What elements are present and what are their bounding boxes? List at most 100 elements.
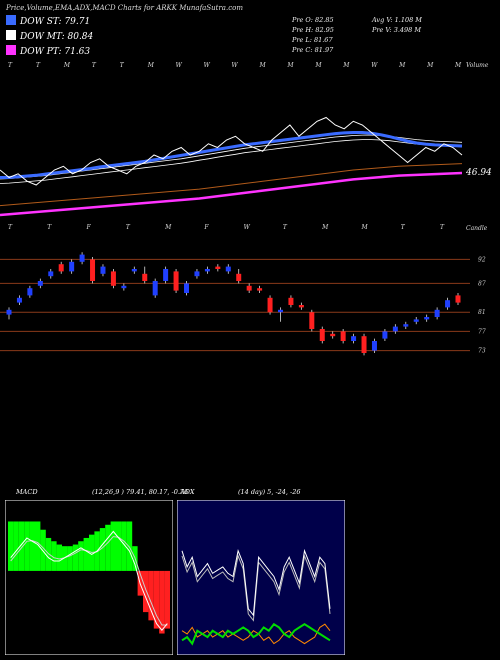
macd-histogram-bar <box>116 521 122 571</box>
candle-body <box>403 324 409 327</box>
candle-body <box>100 266 106 274</box>
price-level-label: 92 <box>478 256 486 263</box>
macd-histogram-bar <box>110 521 116 571</box>
macd-histogram-bar <box>62 546 68 571</box>
candle-body <box>184 283 190 293</box>
candle-body <box>79 254 85 262</box>
adx-frame <box>177 500 345 655</box>
candle-body <box>110 271 116 286</box>
adx-params: (14 day) 5, -24, -26 <box>238 488 301 496</box>
legend-dow-mt-label: DOW MT: 80.84 <box>20 32 94 42</box>
candle-body <box>27 288 33 296</box>
candle-body <box>298 305 304 308</box>
date-label: F <box>86 224 91 231</box>
macd-histogram-bar <box>148 570 154 621</box>
candle-body <box>267 297 273 313</box>
macd-histogram-bar <box>153 570 160 629</box>
macd-histogram-bar <box>8 521 14 571</box>
date-label: W <box>371 62 378 69</box>
macd-histogram-bar <box>99 528 106 571</box>
legend-swatch-icon <box>6 45 16 55</box>
macd-histogram-bar <box>45 537 52 571</box>
price-level-label: 87 <box>478 280 486 287</box>
date-label: W <box>203 62 210 69</box>
candle-body <box>319 329 325 341</box>
candle-body <box>340 331 346 341</box>
candle-label: Candle <box>466 225 488 232</box>
date-label: M <box>455 62 462 69</box>
ema-fast-line <box>0 131 463 179</box>
candle-body <box>288 297 294 305</box>
ema-value-label: 46.94 <box>466 168 492 178</box>
candle-body <box>257 288 263 291</box>
candle-body <box>152 281 158 296</box>
candle-body <box>434 309 440 317</box>
date-label: M <box>259 62 266 69</box>
macd-histogram-bar <box>159 570 165 634</box>
candle-body <box>445 300 451 308</box>
macd-signal-line <box>10 536 168 626</box>
candle-body <box>246 285 252 291</box>
stat-pre-high: Pre H: 82.95 <box>292 26 334 34</box>
legend-swatch-icon <box>6 30 16 40</box>
candle-body <box>330 333 336 337</box>
candle-body <box>309 312 315 329</box>
legend-dow-st-label: DOW ST: 79.71 <box>20 17 91 27</box>
candle-body <box>131 269 137 272</box>
candle-body <box>204 269 210 272</box>
stat-pre-open: Pre O: 82.85 <box>292 16 334 24</box>
close-price-line <box>0 116 463 186</box>
ema-mid-line-outer <box>0 139 463 184</box>
candle-body <box>173 271 179 291</box>
date-label: M <box>315 62 322 69</box>
plus-di-line <box>181 622 331 646</box>
macd-histogram-bar <box>105 524 111 571</box>
macd-histogram-bar <box>35 521 41 571</box>
candle-body <box>392 326 398 332</box>
date-label: M <box>287 62 294 69</box>
date-label: M <box>343 62 350 69</box>
macd-histogram-bar <box>56 544 62 571</box>
macd-histogram-bar <box>164 570 170 629</box>
ema-slow-line <box>0 171 463 217</box>
date-label: T <box>400 224 405 231</box>
macd-histogram-bar <box>78 541 84 571</box>
legend-dow-pt: DOW PT: 71.63 <box>6 45 90 57</box>
candle-body <box>194 271 200 277</box>
macd-histogram-bar <box>29 521 35 571</box>
candle-body <box>121 285 127 289</box>
stat-pre-close: Pre C: 81.97 <box>292 46 334 54</box>
candle-body <box>215 266 221 269</box>
macd-histogram-bar <box>121 521 127 571</box>
ema-long-line <box>0 163 463 207</box>
stat-avg-volume: Avg V: 1.108 M <box>372 16 422 24</box>
date-label: M <box>63 62 71 69</box>
date-label: M <box>427 62 434 69</box>
macd-histogram-bar <box>24 521 30 571</box>
macd-histogram-bar <box>13 521 19 571</box>
adx-label: ADX <box>180 488 195 496</box>
date-label: W <box>231 62 238 69</box>
candle-body <box>382 331 388 339</box>
macd-histogram-bar <box>51 541 57 571</box>
date-label: T <box>440 224 445 231</box>
candle-body <box>351 336 357 341</box>
stat-pre-low: Pre L: 81.67 <box>292 36 333 44</box>
legend-dow-mt: DOW MT: 80.84 <box>6 30 93 42</box>
candle-body <box>48 271 54 277</box>
macd-line <box>10 530 168 631</box>
candle-body <box>69 261 75 272</box>
chart-title: Price,Volume,EMA,ADX,MACD Charts for ARK… <box>6 4 243 12</box>
date-label: T <box>8 62 13 69</box>
macd-params: (12,26,9 ) 79.41, 80.17, -0.76 <box>92 488 189 496</box>
candle-body <box>455 295 461 303</box>
macd-panel <box>5 500 173 655</box>
date-label: T <box>35 62 40 69</box>
macd-histogram-bar <box>126 521 133 571</box>
legend-dow-pt-label: DOW PT: 71.63 <box>20 47 91 57</box>
price-level-label: 73 <box>478 348 486 355</box>
macd-label: MACD <box>16 488 38 496</box>
candle-body <box>58 264 64 272</box>
date-label: T <box>125 224 130 231</box>
